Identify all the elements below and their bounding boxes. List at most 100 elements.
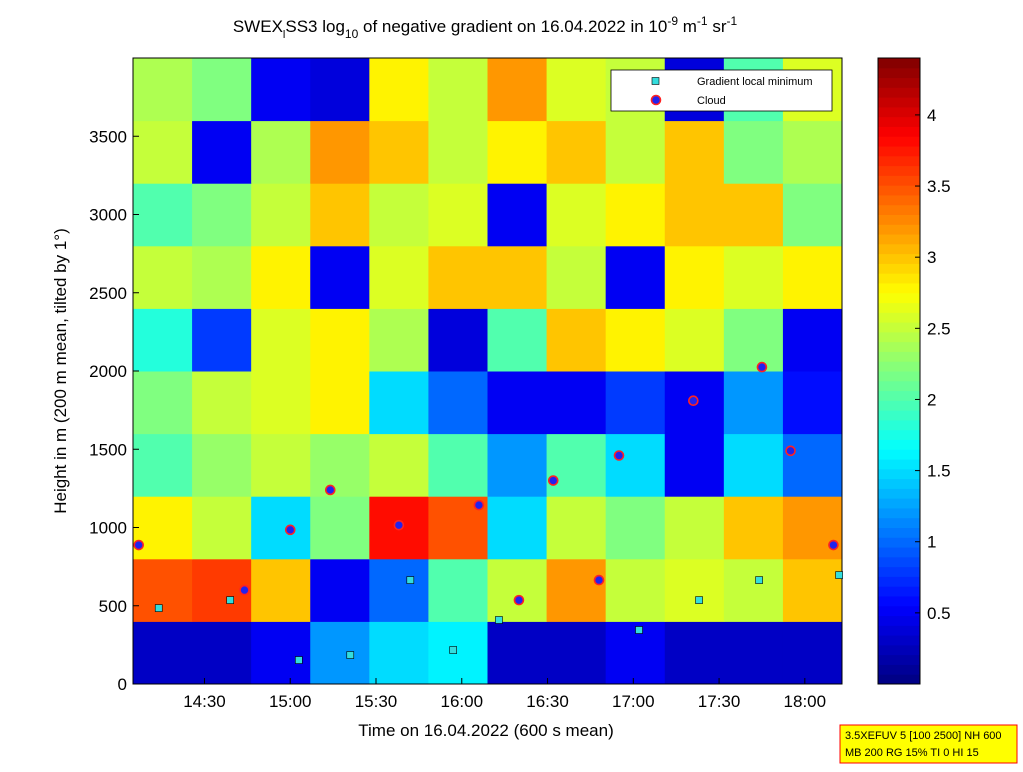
heatmap-cell xyxy=(428,433,488,497)
colorbar-step xyxy=(878,400,920,411)
heatmap-cell xyxy=(487,433,548,497)
heatmap-cell xyxy=(251,496,311,560)
marker xyxy=(346,651,355,659)
heatmap-cell xyxy=(133,58,193,122)
heatmap-cell xyxy=(369,371,429,435)
heatmap-cell xyxy=(192,58,252,122)
marker xyxy=(695,596,703,604)
heatmap-cell xyxy=(546,245,607,309)
colorbar-step xyxy=(878,459,920,470)
x-tick-label: 16:30 xyxy=(526,692,569,711)
colorbar-step xyxy=(878,674,920,685)
heatmap-cell xyxy=(310,245,370,309)
marker xyxy=(473,499,485,511)
x-tick-label: 17:30 xyxy=(698,692,741,711)
colorbar-step xyxy=(878,165,920,176)
colorbar-step xyxy=(878,106,920,118)
marker xyxy=(324,484,336,496)
chart-title: SWEXlSS3 log10 of negative gradient on 1… xyxy=(233,14,738,41)
x-tick-label: 18:00 xyxy=(784,692,827,711)
colorbar-step xyxy=(878,566,920,577)
x-tick-label: 14:30 xyxy=(183,692,226,711)
legend-label: Cloud xyxy=(697,95,726,107)
y-tick-label: 3000 xyxy=(89,206,127,225)
heatmap-cell xyxy=(310,496,370,560)
heatmap-cell xyxy=(133,496,193,560)
heatmap-cell xyxy=(428,120,488,184)
colorbar-step xyxy=(878,547,920,558)
heatmap-cell xyxy=(487,183,548,247)
heatmap-cell xyxy=(251,183,311,247)
colorbar-step xyxy=(878,351,920,362)
colorbar-step xyxy=(878,576,920,587)
heatmap-cell xyxy=(664,183,725,247)
legend-box xyxy=(610,69,833,112)
heatmap-cell xyxy=(428,58,488,122)
y-tick-label: 1000 xyxy=(89,519,127,538)
heatmap-cell xyxy=(546,371,607,435)
heatmap-cell xyxy=(133,245,193,309)
colorbar-step xyxy=(878,312,920,323)
heatmap-cell xyxy=(428,308,488,372)
heatmap-cell xyxy=(782,558,843,622)
heatmap-cell xyxy=(428,371,488,435)
colorbar-step xyxy=(878,635,920,646)
colorbar-step xyxy=(878,654,920,665)
colorbar: 0.5 1 1.5 2 2.5 3 3.5 4 xyxy=(877,57,951,685)
marker xyxy=(154,604,163,612)
colorbar-step xyxy=(878,664,920,675)
heatmap-cell xyxy=(251,308,311,372)
heatmap-cell xyxy=(310,58,370,122)
marker xyxy=(635,626,643,634)
heatmap-cell xyxy=(782,245,843,309)
heatmap-cell xyxy=(605,371,666,435)
colorbar-step xyxy=(878,527,920,538)
annotation-box: 3.5XEFUV 5 [100 2500] NH 600 MB 200 RG 1… xyxy=(839,724,1018,764)
heatmap-cell xyxy=(782,120,843,184)
heatmap-cell xyxy=(546,558,607,622)
heatmap-cell xyxy=(192,120,252,184)
colorbar-step xyxy=(878,341,920,352)
colorbar-step xyxy=(878,224,920,235)
heatmap-cell xyxy=(605,558,666,622)
heatmap-cell xyxy=(192,371,252,435)
colorbar-step xyxy=(878,586,920,597)
colorbar-step xyxy=(878,507,920,519)
colorbar-step xyxy=(878,556,920,568)
heatmap-cell xyxy=(133,308,193,372)
heatmap-cell xyxy=(369,120,429,184)
marker xyxy=(755,576,763,584)
heatmap-cell xyxy=(723,621,784,685)
colorbar-step xyxy=(878,644,920,656)
x-tick-label: 15:30 xyxy=(355,692,398,711)
x-tick-label: 16:00 xyxy=(440,692,483,711)
colorbar-step xyxy=(878,390,920,401)
heatmap-cell xyxy=(723,558,784,622)
colorbar-tick-label: 0.5 xyxy=(927,604,951,623)
heatmap-cell xyxy=(723,245,784,309)
heatmap-cell xyxy=(369,621,429,685)
annotation-line: 3.5XEFUV 5 [100 2500] NH 600 xyxy=(845,730,1002,742)
marker xyxy=(513,594,525,606)
heatmap-cell xyxy=(192,621,252,685)
colorbar-step xyxy=(878,185,920,196)
heatmap-cell xyxy=(192,496,252,560)
heatmap-cell xyxy=(664,558,725,622)
heatmap-cell xyxy=(133,621,193,685)
colorbar-step xyxy=(878,87,920,98)
heatmap-cell xyxy=(487,308,548,372)
heatmap-cell xyxy=(487,496,548,560)
colorbar-tick-label: 1 xyxy=(927,533,936,552)
colorbar-step xyxy=(878,155,920,167)
colorbar-step xyxy=(878,517,920,528)
heatmap-cell xyxy=(192,433,252,497)
colorbar-step xyxy=(878,605,920,617)
heatmap-cell xyxy=(723,120,784,184)
heatmap-cell xyxy=(310,433,370,497)
heatmap-cell xyxy=(251,621,311,685)
heatmap-cell xyxy=(723,371,784,435)
marker xyxy=(284,524,296,536)
marker xyxy=(613,450,625,461)
heatmap-cell xyxy=(251,58,311,122)
